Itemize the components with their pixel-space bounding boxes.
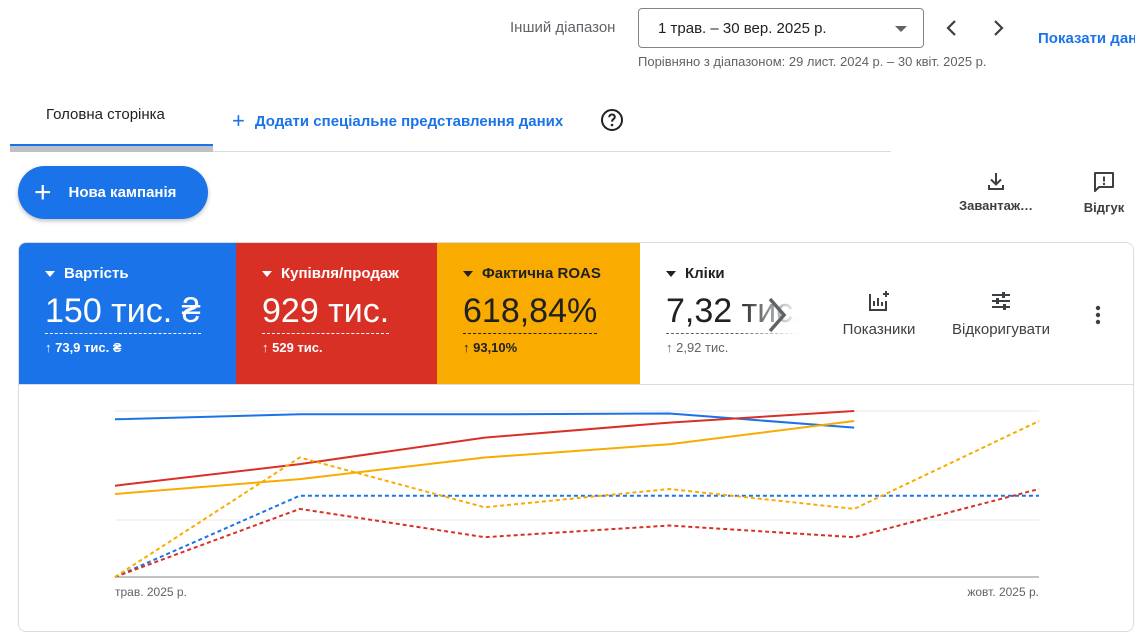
help-icon[interactable] <box>600 108 624 132</box>
series-line-4 <box>114 488 1040 578</box>
download-button[interactable]: Завантаж… <box>952 170 1040 213</box>
card-separator <box>19 384 1133 385</box>
performance-chart: трав. 2025 р. жовт. 2025 р. <box>114 410 1040 599</box>
feedback-icon <box>1094 172 1114 192</box>
metric-name: Вартість <box>64 265 129 282</box>
date-range-select[interactable]: 1 трав. – 30 вер. 2025 р. <box>638 8 924 48</box>
compare-range-text: Порівняно з діапазоном: 29 лист. 2024 р.… <box>638 54 987 69</box>
previous-range-button[interactable] <box>936 12 968 44</box>
metric-tile-roas[interactable]: Фактична ROAS 618,84% ↑ 93,10% <box>437 243 640 384</box>
metric-name: Купівля/продаж <box>281 265 399 282</box>
metric-value: 618,84% <box>463 292 598 334</box>
metric-delta: ↑ 529 тис. <box>262 340 323 355</box>
feedback-button[interactable]: Відгук <box>1076 170 1132 215</box>
add-chart-icon <box>869 291 889 311</box>
range-label: Інший діапазон <box>510 19 616 36</box>
more-options-icon[interactable] <box>1087 303 1109 327</box>
next-range-button[interactable] <box>982 12 1014 44</box>
add-custom-view-label: Додати спеціальне представлення даних <box>254 112 564 130</box>
new-campaign-label: Нова кампанія <box>68 184 177 201</box>
metric-delta: ↑ 73,9 тис. ₴ <box>45 340 122 355</box>
dropdown-triangle-icon[interactable] <box>666 270 676 277</box>
metric-value: 150 тис. ₴ <box>45 292 201 334</box>
plus-icon: + <box>232 108 245 133</box>
adjust-button[interactable]: Відкоригувати <box>945 289 1057 338</box>
plus-icon: + <box>34 175 52 209</box>
chevron-right-icon[interactable] <box>761 293 793 337</box>
metric-delta: ↑ 93,10% <box>463 340 518 355</box>
chart-series <box>114 410 1040 578</box>
new-campaign-button[interactable]: + Нова кампанія <box>18 166 208 219</box>
download-icon <box>988 173 1004 190</box>
tab-home-label: Головна сторінка <box>46 106 165 123</box>
x-tick-label: трав. 2025 р. <box>115 585 187 599</box>
feedback-label: Відгук <box>1083 200 1125 215</box>
tab-active-indicator <box>10 144 213 152</box>
dropdown-triangle-icon[interactable] <box>262 270 272 277</box>
dropdown-triangle-icon[interactable] <box>463 270 473 277</box>
tile-overflow-fade <box>739 283 819 353</box>
metric-tile-cost[interactable]: Вартість 150 тис. ₴ ↑ 73,9 тис. ₴ <box>19 243 236 384</box>
metric-name: Кліки <box>685 265 725 282</box>
metrics-button[interactable]: Показники <box>835 289 923 338</box>
date-range-value: 1 трав. – 30 вер. 2025 р. <box>658 19 827 37</box>
metric-name: Фактична ROAS <box>482 265 601 282</box>
tab-divider <box>213 151 891 152</box>
chart-grid <box>115 410 1039 578</box>
chevron-right-icon <box>994 20 1004 36</box>
download-label: Завантаж… <box>958 198 1034 213</box>
series-line-2 <box>114 420 855 495</box>
chevron-left-icon <box>946 20 956 36</box>
chart-x-axis: трав. 2025 р. жовт. 2025 р. <box>115 585 1039 599</box>
performance-card: Вартість 150 тис. ₴ ↑ 73,9 тис. ₴ Купівл… <box>18 242 1134 632</box>
x-tick-label: жовт. 2025 р. <box>967 585 1039 599</box>
caret-down-icon <box>895 26 907 32</box>
dropdown-triangle-icon[interactable] <box>45 270 55 277</box>
tab-home[interactable]: Головна сторінка <box>10 94 213 152</box>
series-line-1 <box>114 410 855 487</box>
add-custom-view-button[interactable]: + Додати спеціальне представлення даних <box>232 110 563 132</box>
metric-delta: ↑ 2,92 тис. <box>666 340 729 355</box>
adjust-label: Відкоригувати <box>952 321 1050 338</box>
show-data-link[interactable]: Показати дан <box>1038 30 1135 47</box>
metrics-label: Показники <box>842 321 916 338</box>
series-line-3 <box>114 494 1039 578</box>
metric-value: 929 тис. <box>262 292 390 334</box>
metric-tile-conversions[interactable]: Купівля/продаж 929 тис. ↑ 529 тис. <box>236 243 437 384</box>
tune-icon <box>992 292 1010 310</box>
series-line-5 <box>114 420 1040 578</box>
series-line-0 <box>114 412 855 429</box>
